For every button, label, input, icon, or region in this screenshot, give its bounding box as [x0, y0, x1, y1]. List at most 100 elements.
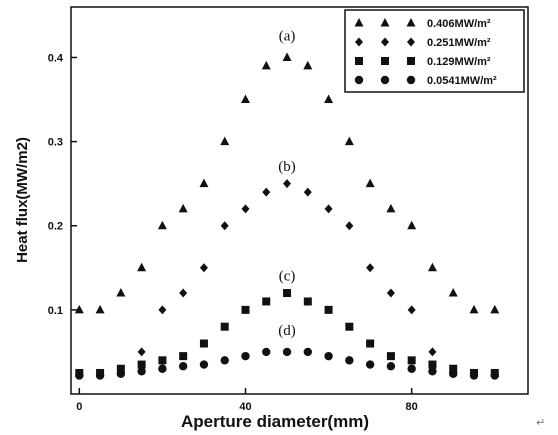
data-point-circle	[428, 367, 437, 376]
data-point-square	[179, 352, 188, 361]
series-circle	[75, 347, 499, 380]
data-point-triangle	[220, 136, 230, 146]
legend-marker-circle	[406, 75, 416, 85]
data-point-circle	[95, 371, 105, 380]
data-point-circle	[282, 347, 292, 357]
data-point-diamond	[262, 187, 271, 197]
data-point-triangle	[178, 203, 188, 213]
x-tick-label: 80	[406, 401, 418, 413]
data-point-triangle	[303, 60, 313, 70]
data-point-square	[407, 356, 416, 365]
data-point-triangle	[282, 52, 292, 61]
data-point-triangle	[448, 288, 458, 297]
legend-marker-square	[355, 57, 363, 65]
legend-marker-circle	[354, 75, 364, 85]
data-point-square	[366, 339, 375, 348]
data-point-triangle	[240, 94, 250, 104]
data-point-triangle	[324, 94, 334, 104]
data-point-circle	[469, 371, 479, 380]
data-point-triangle	[427, 262, 437, 272]
data-point-triangle	[344, 136, 354, 146]
legend-entry-label: 0.251MW/m²	[427, 37, 491, 49]
y-tick-label: 0.3	[48, 137, 63, 149]
data-point-diamond	[158, 305, 167, 315]
data-point-diamond	[241, 204, 250, 214]
legend-entry-label: 0.129MW/m²	[427, 56, 491, 68]
data-point-triangle	[386, 203, 396, 213]
data-point-circle	[449, 369, 458, 379]
data-point-circle	[199, 360, 209, 369]
data-point-diamond	[407, 305, 416, 315]
data-point-circle	[303, 347, 313, 357]
curve-annotation-label: (d)	[278, 323, 296, 339]
series-triangle	[74, 52, 500, 314]
data-points	[74, 52, 500, 380]
data-point-triangle	[469, 304, 479, 314]
data-point-square	[262, 297, 271, 306]
data-point-circle	[220, 356, 229, 365]
y-tick-label: 0.1	[48, 305, 63, 317]
y-axis-ticks: 0.1 0.2 0.3 0.4	[48, 52, 77, 317]
data-point-square	[324, 305, 333, 314]
data-point-triangle	[137, 262, 147, 272]
data-point-square	[116, 364, 125, 373]
data-point-square	[345, 322, 354, 331]
curve-annotation-label: (c)	[279, 268, 296, 284]
data-point-circle	[262, 347, 271, 357]
legend-entry-label: 0.0541MW/m²	[427, 75, 497, 87]
legend-marker-square	[407, 57, 415, 65]
data-point-square	[137, 360, 146, 369]
legend-marker-diamond	[381, 37, 389, 47]
data-point-square	[386, 352, 395, 361]
curve-annotations: (a) (b) (c) (d)	[278, 29, 296, 339]
data-point-diamond	[366, 263, 375, 273]
y-tick-label: 0.2	[48, 221, 63, 233]
data-point-circle	[490, 371, 499, 380]
legend-entry-label: 0.406MW/m²	[427, 18, 491, 30]
data-point-triangle	[261, 60, 271, 70]
data-point-circle	[324, 351, 333, 361]
data-point-circle	[137, 367, 146, 376]
x-axis-title: Aperture diameter(mm)	[181, 412, 369, 431]
data-point-circle	[407, 364, 416, 373]
legend-marker-circle	[380, 75, 390, 85]
data-point-square	[220, 322, 229, 331]
data-point-triangle	[116, 288, 126, 297]
y-tick-label: 0.4	[48, 52, 64, 64]
legend: 0.406MW/m² 0.251MW/m² 0.129MW/m² 0.0541MW/m…	[344, 9, 525, 93]
data-point-triangle	[95, 304, 105, 314]
legend-marker-diamond	[355, 37, 363, 47]
data-point-square	[283, 289, 292, 298]
plot-frame	[70, 6, 529, 395]
data-point-diamond	[303, 187, 312, 197]
data-point-square	[199, 339, 208, 348]
data-point-triangle	[407, 220, 417, 230]
data-point-circle	[386, 362, 396, 371]
data-point-diamond	[199, 263, 208, 273]
data-point-diamond	[324, 204, 333, 214]
data-point-square	[303, 297, 312, 306]
data-point-circle	[241, 351, 250, 361]
data-point-square	[428, 360, 437, 369]
data-point-triangle	[74, 304, 84, 314]
data-point-diamond	[137, 347, 146, 357]
data-point-triangle	[490, 304, 500, 314]
legend-marker-diamond	[407, 37, 415, 47]
data-point-triangle	[157, 220, 167, 230]
series-diamond	[137, 179, 437, 357]
legend-box	[344, 9, 525, 93]
data-point-circle	[75, 371, 84, 380]
data-point-diamond	[179, 288, 188, 298]
data-point-diamond	[428, 347, 437, 357]
data-point-circle	[158, 364, 167, 373]
curve-annotation-label: (b)	[278, 159, 296, 175]
x-tick-label: 40	[239, 401, 251, 413]
y-axis-title: Heat flux(MW/m2)	[14, 137, 31, 263]
data-point-circle	[178, 362, 188, 371]
legend-marker-triangle	[380, 18, 390, 27]
legend-marker-triangle	[406, 18, 416, 27]
x-tick-label: 0	[76, 401, 82, 413]
data-point-circle	[116, 369, 126, 379]
legend-marker-square	[381, 57, 389, 65]
